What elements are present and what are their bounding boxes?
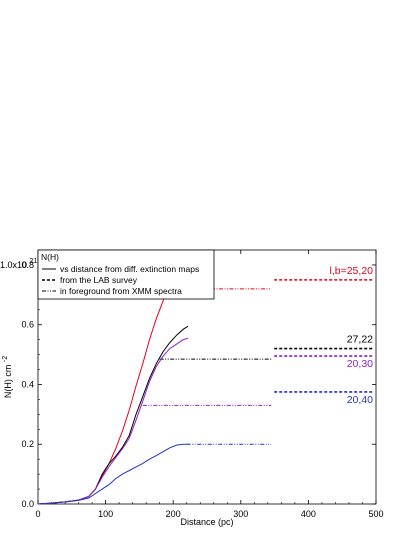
y-tick-label: 0.0 [21,499,34,509]
series-label: 20,30 [347,358,373,370]
y-tick-label: 0.2 [21,439,34,449]
series-3: 20,40 [37,391,374,505]
y-axis-title-text: N(H) cm [3,365,13,399]
y-top-label-exponent: 21 [30,258,38,265]
series-label: l,b=25,20 [330,265,374,277]
series-label: 27,22 [347,334,373,346]
y-tick-label: 0.4 [21,379,34,389]
legend-title: N(H) [41,252,59,262]
extinction-curve [37,443,189,505]
x-tick-label: 500 [368,509,383,519]
legend: N(H) vs distance from diff. extinction m… [37,249,215,300]
legend-box [37,249,215,300]
y-tick-label: 0.8 [21,260,34,270]
axes: 0 100 200 300 400 500 0.0 0.2 0.4 0.6 0.8 [21,250,384,519]
x-tick-label: 0 [35,509,40,519]
legend-entry-dashed: from the LAB survey [60,275,138,285]
y-top-label-mantissa: 1.0x10 [0,260,27,270]
series-label: 20,40 [347,394,373,406]
legend-entry-dashdotdot: in foreground from XMM spectra [60,286,182,296]
legend-entry-solid: vs distance from diff. extinction maps [60,264,199,274]
svg-text:N(H) cm -2: N(H) cm -2 [2,356,13,398]
y-axis-title: N(H) cm -2 [2,356,13,398]
series-2: 20,30 [37,337,374,505]
x-tick-label: 300 [233,509,248,519]
x-axis-title: Distance (pc) [180,517,233,527]
x-tick-label: 100 [98,509,113,519]
series-1: 27,22 [37,325,374,505]
y-tick-label: 0.6 [21,320,34,330]
y-top-label: 1.0x10 21 [0,258,37,270]
extinction-curve [37,337,189,505]
y-axis-title-exponent: -2 [2,356,9,362]
x-tick-label: 400 [301,509,316,519]
x-tick-label: 200 [166,509,181,519]
